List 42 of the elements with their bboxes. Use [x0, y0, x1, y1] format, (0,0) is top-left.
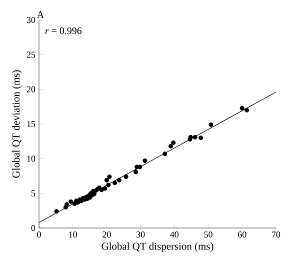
point: [107, 174, 112, 179]
x-axis-title: Global QT dispersion (ms): [102, 242, 214, 252]
point: [99, 188, 104, 192]
point: [124, 174, 128, 179]
y-tick-label: 25: [26, 52, 36, 58]
point: [198, 136, 204, 140]
x-tick-label: 0: [37, 232, 41, 238]
point: [168, 144, 173, 148]
point: [171, 140, 176, 146]
y-tick-label: 5: [32, 190, 36, 196]
x-tick-label: 70: [272, 232, 280, 238]
annotation: r = 0.996: [45, 27, 82, 34]
y-axis-title: Global QT deviation (ms): [12, 70, 22, 178]
point: [106, 182, 111, 188]
y-tick-label: 0: [31, 224, 36, 232]
point: [142, 158, 148, 164]
text: A: [36, 11, 44, 18]
point: [138, 164, 142, 170]
point: [244, 108, 250, 112]
point: [162, 152, 168, 156]
point: [188, 134, 193, 140]
x-tick-label: 50: [204, 232, 212, 238]
y-tick-label: 20: [26, 86, 36, 92]
point: [116, 178, 122, 182]
y-tick-label: 15: [27, 120, 36, 128]
point: [102, 186, 108, 191]
point: [54, 209, 59, 214]
point: [64, 202, 70, 207]
point: [134, 170, 138, 174]
point: [240, 106, 244, 110]
x-tick-label: 40: [170, 232, 179, 238]
point: [192, 134, 198, 140]
point: [112, 180, 118, 186]
x-tick-label: 10: [69, 232, 77, 238]
y-tick-label: 10: [27, 156, 36, 162]
x-tick-label: 20: [102, 232, 111, 238]
point: [104, 178, 110, 182]
y-tick-label: 30: [26, 16, 36, 24]
point: [208, 122, 214, 127]
x-tick-label: 30: [136, 232, 145, 238]
x-tick-label: 60: [238, 232, 246, 238]
point: [68, 199, 74, 204]
